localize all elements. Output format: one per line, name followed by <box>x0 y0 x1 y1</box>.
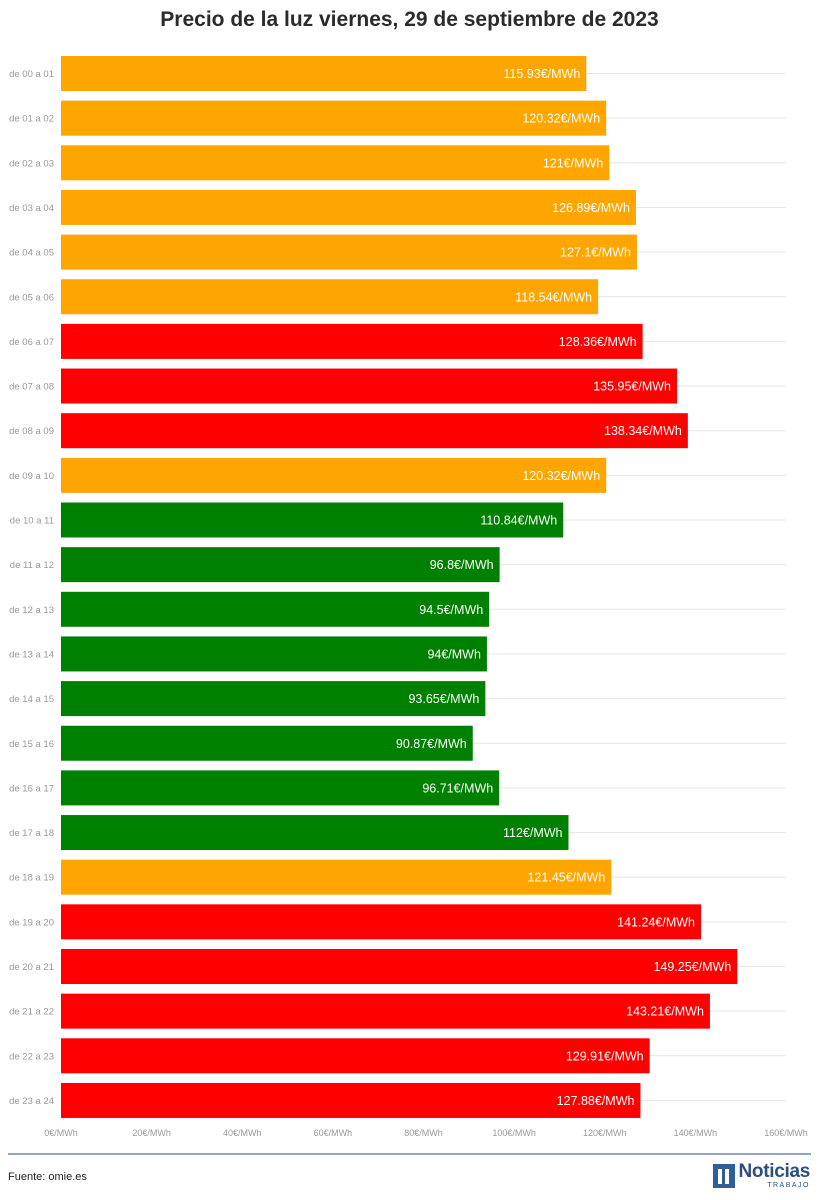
category-label: de 15 a 16 <box>9 739 54 750</box>
category-label: de 03 a 04 <box>9 203 54 214</box>
bar-value-label: 120.32€/MWh <box>522 469 600 483</box>
x-tick-label: 120€/MWh <box>583 1128 627 1138</box>
category-label: de 14 a 15 <box>9 694 54 705</box>
bar <box>61 368 678 404</box>
bar <box>61 636 487 672</box>
category-label: de 21 a 22 <box>9 1007 54 1018</box>
bar-value-label: 121.45€/MWh <box>527 871 605 885</box>
category-label: de 04 a 05 <box>9 248 54 259</box>
bar-value-label: 115.93€/MWh <box>503 67 580 81</box>
bar <box>61 904 701 940</box>
category-label: de 23 a 24 <box>9 1096 54 1107</box>
x-tick-label: 60€/MWh <box>314 1128 353 1138</box>
category-label: de 11 a 12 <box>10 560 54 571</box>
chart-title: Precio de la luz viernes, 29 de septiemb… <box>160 8 659 31</box>
bar <box>61 725 473 761</box>
logo-sub-text: TRABAJO <box>767 1182 810 1189</box>
bar <box>61 189 636 225</box>
category-label: de 01 a 02 <box>9 114 54 125</box>
x-tick-label: 0€/MWh <box>44 1128 78 1138</box>
category-label: de 17 a 18 <box>9 828 54 839</box>
category-label: de 20 a 21 <box>9 962 54 973</box>
category-label: de 02 a 03 <box>9 158 54 169</box>
bar-value-label: 94€/MWh <box>427 647 481 661</box>
x-axis-tick-labels: 0€/MWh 20€/MWh 40€/MWh 60€/MWh 80€/MWh 100€/M… <box>44 1128 808 1138</box>
bar-value-label: 94.5€/MWh <box>419 603 483 617</box>
category-label: de 12 a 13 <box>9 605 54 616</box>
bar <box>61 949 738 984</box>
category-label: de 05 a 06 <box>9 292 54 303</box>
bar <box>61 502 564 538</box>
category-label: de 06 a 07 <box>9 337 54 348</box>
footer-divider <box>8 1153 811 1155</box>
bar-value-label: 96.8€/MWh <box>430 558 494 572</box>
category-label: de 16 a 17 <box>9 783 54 794</box>
bar-value-label: 128.36€/MWh <box>559 335 637 349</box>
bar-value-label: 120.32€/MWh <box>522 112 600 126</box>
bar-value-label: 129.91€/MWh <box>566 1049 644 1063</box>
bar-value-label: 141.24€/MWh <box>617 915 695 929</box>
source-note: Fuente: omie.es <box>8 1171 87 1183</box>
bar <box>61 859 612 895</box>
x-tick-label: 40€/MWh <box>223 1128 262 1138</box>
bar-value-label: 138.34€/MWh <box>604 424 682 438</box>
bar-value-label: 143.21€/MWh <box>626 1005 704 1019</box>
x-tick-label: 20€/MWh <box>132 1128 171 1138</box>
bar <box>61 815 569 851</box>
bar-value-label: 127.88€/MWh <box>557 1094 635 1108</box>
category-label: de 10 a 11 <box>10 516 54 527</box>
bar <box>61 457 607 493</box>
bar-value-label: 112€/MWh <box>503 826 563 840</box>
x-tick-label: 80€/MWh <box>404 1128 443 1138</box>
gridlines <box>61 73 786 1101</box>
bar <box>61 591 490 627</box>
category-label: de 08 a 09 <box>9 426 54 437</box>
bar <box>61 413 688 449</box>
logo-n-icon <box>713 1163 736 1188</box>
bar <box>61 56 587 91</box>
bar <box>61 681 486 717</box>
bar <box>61 279 599 315</box>
bar-value-label: 126.89€/MWh <box>552 201 630 215</box>
x-tick-label: 140€/MWh <box>674 1128 718 1138</box>
category-label: de 13 a 14 <box>9 649 54 660</box>
category-label: de 18 a 19 <box>9 873 54 884</box>
category-label: de 09 a 10 <box>9 471 54 482</box>
logo-main-text: Noticias <box>738 1161 810 1182</box>
bar <box>61 145 610 181</box>
bar <box>61 770 500 806</box>
brand-logo: Noticias TRABAJO <box>713 1162 810 1189</box>
x-tick-label: 160€/MWh <box>764 1128 808 1138</box>
category-label: de 22 a 23 <box>9 1051 54 1062</box>
bar-chart: 115.93€/MWh 120.32€/MWh 121€/MWh 126.89€/MW… <box>9 56 808 1138</box>
bar <box>61 323 643 359</box>
category-label: de 00 a 01 <box>9 69 54 80</box>
bar-value-label: 90.87€/MWh <box>396 737 467 751</box>
bar <box>61 1038 650 1074</box>
category-labels: de 00 a 01 de 01 a 02 de 02 a 03 de 03 a 04… <box>9 69 54 1107</box>
bar-value-label: 149.25€/MWh <box>653 960 731 974</box>
bar-value-label: 93.65€/MWh <box>408 692 479 706</box>
bar-value-label: 118.54€/MWh <box>515 290 592 304</box>
logo-wordmark: Noticias TRABAJO <box>738 1162 810 1189</box>
bar <box>61 100 607 136</box>
bar-value-label: 110.84€/MWh <box>480 514 557 528</box>
bars: 115.93€/MWh 120.32€/MWh 121€/MWh 126.89€/MW… <box>61 56 738 1118</box>
bar <box>61 547 500 583</box>
bar-value-label: 96.71€/MWh <box>422 781 493 795</box>
bar-value-label: 135.95€/MWh <box>593 380 671 394</box>
bar <box>61 1082 641 1118</box>
bar <box>61 993 710 1029</box>
category-label: de 19 a 20 <box>9 917 54 928</box>
category-label: de 07 a 08 <box>9 382 54 393</box>
bar-value-label: 121€/MWh <box>543 156 603 170</box>
bar-value-label: 127.1€/MWh <box>560 246 631 260</box>
x-tick-label: 100€/MWh <box>492 1128 536 1138</box>
bar <box>61 234 637 270</box>
